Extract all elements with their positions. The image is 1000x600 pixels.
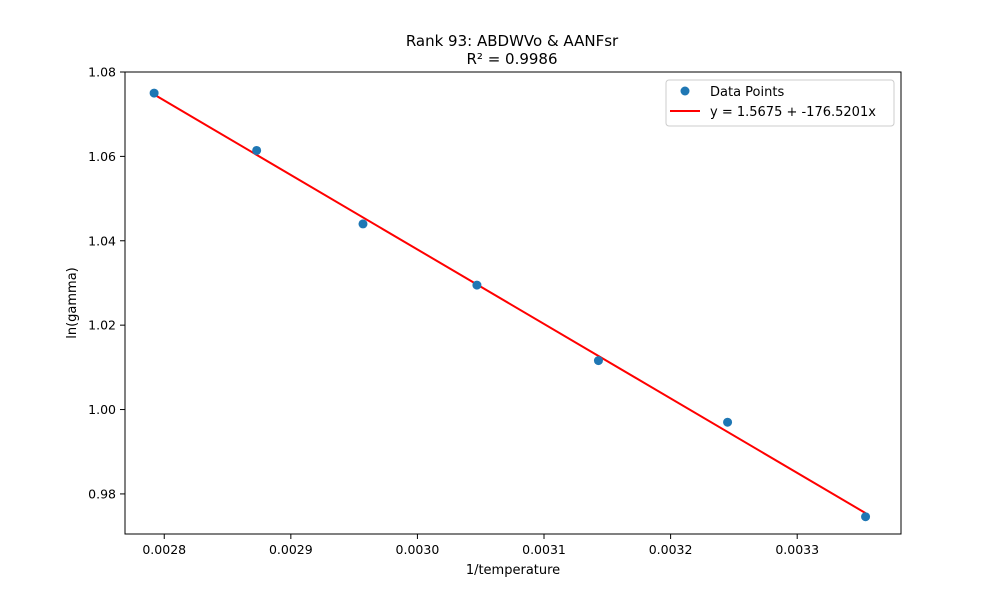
data-point-3 xyxy=(358,219,368,229)
y-tick-label: 1.06 xyxy=(88,149,116,164)
x-tick-label: 0.0030 xyxy=(396,542,440,557)
x-axis-label: 1/temperature xyxy=(466,563,560,578)
legend-box xyxy=(665,79,895,127)
chart-subtitle: R² = 0.9986 xyxy=(466,50,557,68)
plot-frame xyxy=(124,71,902,535)
x-axis: 0.0028 0.0029 0.0030 0.0031 0.0032 0.0033 xyxy=(142,534,819,557)
fit-line xyxy=(153,93,867,514)
x-tick-label: 0.0028 xyxy=(142,542,186,557)
x-tick-label: 0.0033 xyxy=(775,542,819,557)
y-tick-label: 1.00 xyxy=(88,402,116,417)
y-axis: 0.98 1.00 1.02 1.04 1.06 1.08 xyxy=(88,65,125,501)
data-point-5 xyxy=(593,356,603,366)
data-point-7 xyxy=(861,512,871,522)
chart-title: Rank 93: ABDWVo & AANFsr xyxy=(406,32,619,50)
y-tick-label: 0.98 xyxy=(88,486,116,501)
legend-entry-fit-line: y = 1.5675 + -176.5201x xyxy=(710,105,876,120)
data-point-1 xyxy=(149,88,159,98)
data-point-4 xyxy=(472,280,482,290)
plot-area xyxy=(149,88,871,522)
data-point-2 xyxy=(252,145,262,155)
x-tick-label: 0.0031 xyxy=(522,542,566,557)
y-tick-label: 1.04 xyxy=(88,233,116,248)
legend-entry-data-points: Data Points xyxy=(710,85,784,100)
data-point-6 xyxy=(723,417,733,427)
x-tick-label: 0.0032 xyxy=(649,542,693,557)
y-tick-label: 1.08 xyxy=(88,65,116,80)
y-axis-label: ln(gamma) xyxy=(65,267,80,339)
x-tick-label: 0.0029 xyxy=(269,542,313,557)
legend: Data Points y = 1.5675 + -176.5201x xyxy=(665,79,895,127)
y-tick-label: 1.02 xyxy=(88,318,116,333)
legend-scatter-marker xyxy=(680,86,690,96)
